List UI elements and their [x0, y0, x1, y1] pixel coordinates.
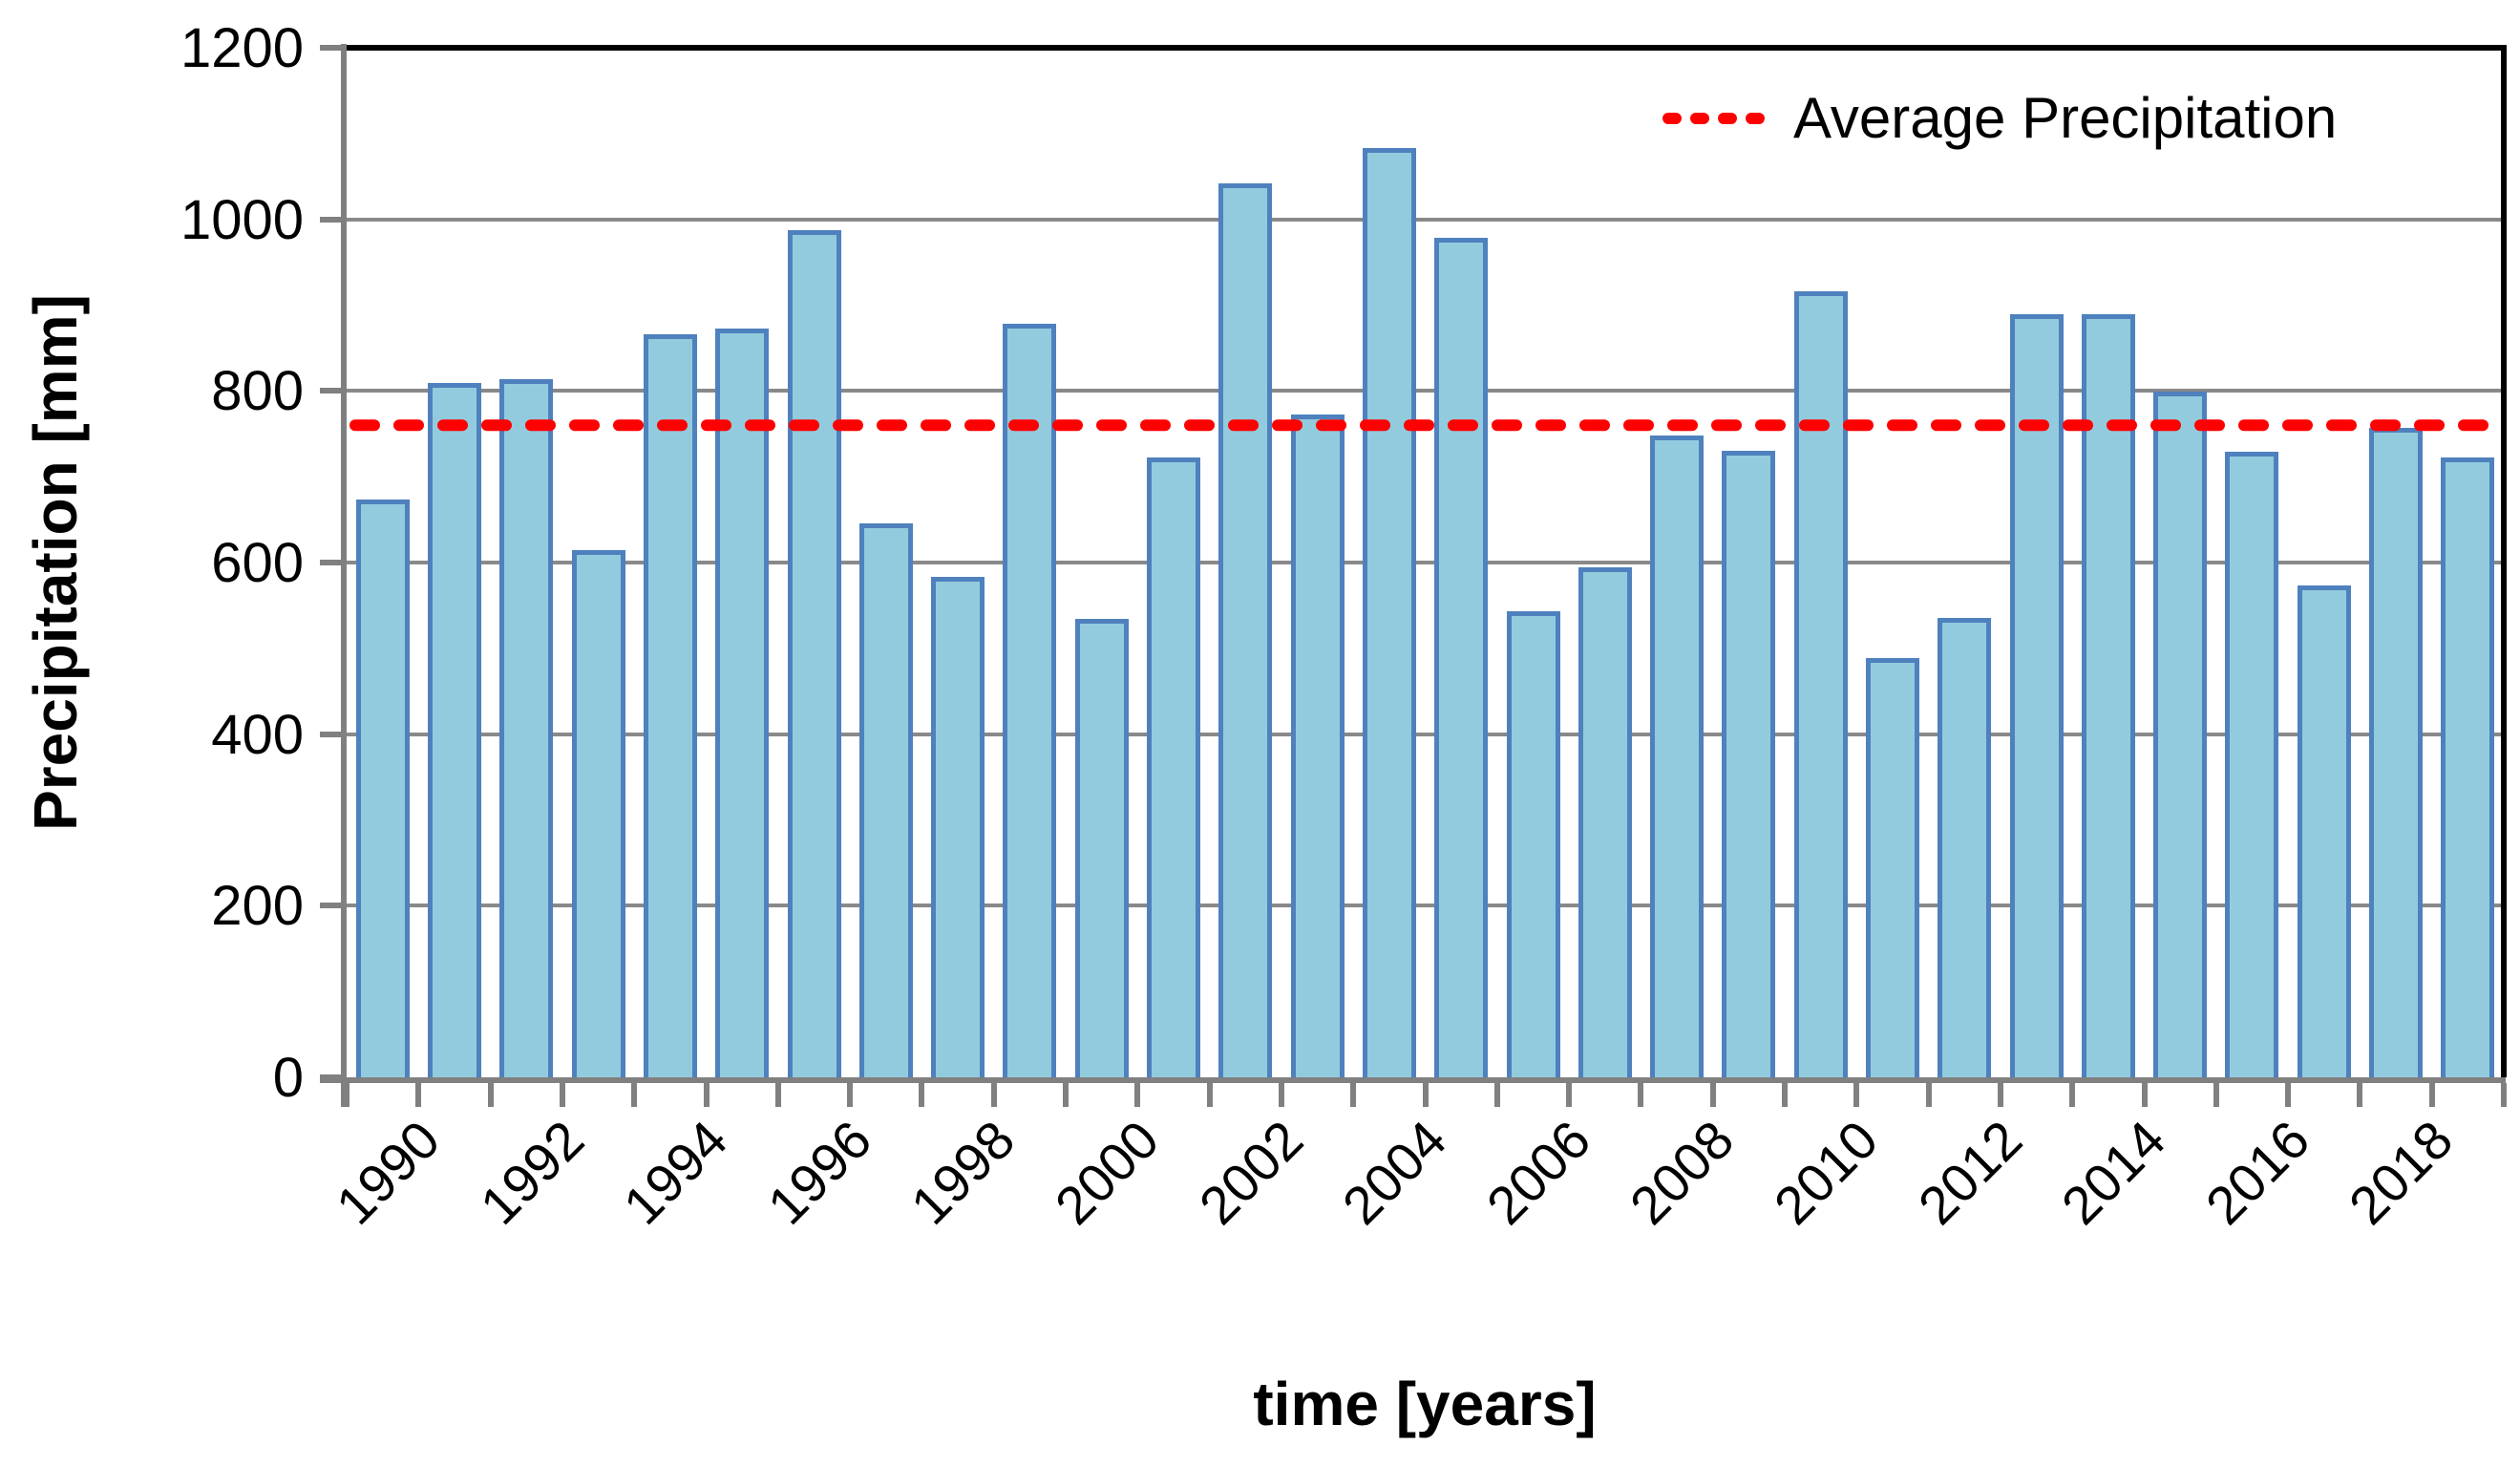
bar-1992: [499, 378, 554, 1083]
bar-2008: [1650, 436, 1704, 1083]
y-tick-0: [320, 1074, 344, 1080]
gridline-200: [343, 904, 2504, 908]
x-axis-line: [320, 1077, 2506, 1083]
x-tick-3: [559, 1083, 565, 1107]
x-tick-13: [1278, 1083, 1284, 1107]
y-tick-label-1000: 1000: [180, 188, 304, 251]
gridline-800: [343, 389, 2504, 393]
y-tick-800: [320, 388, 344, 394]
x-tick-23: [1997, 1083, 2003, 1107]
y-axis-line: [341, 44, 347, 1107]
bar-2013: [2009, 314, 2064, 1083]
y-tick-label-800: 800: [211, 360, 304, 423]
bar-2019: [2441, 457, 2495, 1083]
x-tick-17: [1566, 1083, 1573, 1107]
bar-2014: [2081, 314, 2135, 1083]
plot-border-right: [2501, 45, 2507, 1077]
bar-2003: [1290, 415, 1345, 1083]
bar-1994: [643, 334, 697, 1083]
bar-1996: [787, 230, 841, 1083]
y-axis-title: Precipitation [mm]: [21, 294, 90, 831]
x-tick-20: [1782, 1083, 1788, 1107]
bar-2016: [2225, 452, 2279, 1083]
x-tick-27: [2285, 1083, 2292, 1107]
bar-2018: [2369, 427, 2423, 1083]
x-tick-5: [703, 1083, 709, 1107]
x-tick-21: [1853, 1083, 1860, 1107]
x-tick-1: [415, 1083, 422, 1107]
bar-2005: [1434, 238, 1489, 1083]
x-tick-11: [1134, 1083, 1141, 1107]
bar-2004: [1362, 148, 1416, 1083]
x-tick-18: [1638, 1083, 1644, 1107]
x-tick-6: [774, 1083, 781, 1107]
x-tick-14: [1350, 1083, 1357, 1107]
x-tick-28: [2357, 1083, 2363, 1107]
bar-1995: [715, 328, 770, 1083]
legend-label: Average Precipitation: [1793, 86, 2338, 150]
x-tick-9: [990, 1083, 997, 1107]
gridline-400: [343, 732, 2504, 736]
bar-2009: [1722, 451, 1776, 1083]
x-tick-29: [2428, 1083, 2435, 1107]
x-tick-25: [2141, 1083, 2148, 1107]
bar-2012: [1938, 617, 1992, 1083]
x-axis-title: time [years]: [1253, 1370, 1597, 1438]
y-tick-label-200: 200: [211, 875, 304, 938]
bar-2015: [2153, 392, 2208, 1083]
bar-1993: [571, 550, 625, 1083]
y-tick-600: [320, 559, 344, 565]
x-tick-7: [847, 1083, 854, 1107]
x-tick-16: [1493, 1083, 1500, 1107]
y-tick-label-600: 600: [211, 531, 304, 594]
x-tick-2: [487, 1083, 494, 1107]
bar-2002: [1218, 182, 1273, 1083]
bar-2001: [1146, 457, 1200, 1083]
x-tick-30: [2501, 1083, 2507, 1107]
x-tick-4: [631, 1083, 638, 1107]
x-tick-22: [1925, 1083, 1932, 1107]
bar-2017: [2297, 585, 2351, 1083]
x-tick-19: [1709, 1083, 1716, 1107]
x-tick-15: [1422, 1083, 1429, 1107]
bar-1998: [931, 577, 985, 1083]
y-tick-1200: [320, 44, 344, 51]
x-tick-12: [1206, 1083, 1213, 1107]
bar-2007: [1578, 566, 1632, 1083]
bar-1990: [355, 500, 410, 1083]
x-tick-8: [919, 1083, 925, 1107]
gridline-600: [343, 560, 2504, 564]
x-tick-0: [344, 1083, 349, 1107]
y-tick-400: [320, 731, 344, 737]
bar-1991: [427, 383, 481, 1083]
x-tick-26: [2213, 1083, 2219, 1107]
plot-border-top: [341, 45, 2507, 51]
bar-2000: [1074, 619, 1129, 1083]
y-tick-1000: [320, 216, 344, 223]
y-tick-label-400: 400: [211, 703, 304, 766]
y-tick-200: [320, 903, 344, 909]
x-tick-24: [2069, 1083, 2076, 1107]
bar-2006: [1506, 611, 1560, 1083]
x-tick-10: [1063, 1083, 1069, 1107]
bar-2011: [1866, 657, 1919, 1083]
bar-1997: [858, 522, 913, 1083]
gridline-1000: [343, 217, 2504, 222]
y-tick-label-0: 0: [272, 1047, 304, 1109]
bar-1999: [1003, 324, 1057, 1083]
y-tick-label-1200: 1200: [180, 16, 304, 79]
